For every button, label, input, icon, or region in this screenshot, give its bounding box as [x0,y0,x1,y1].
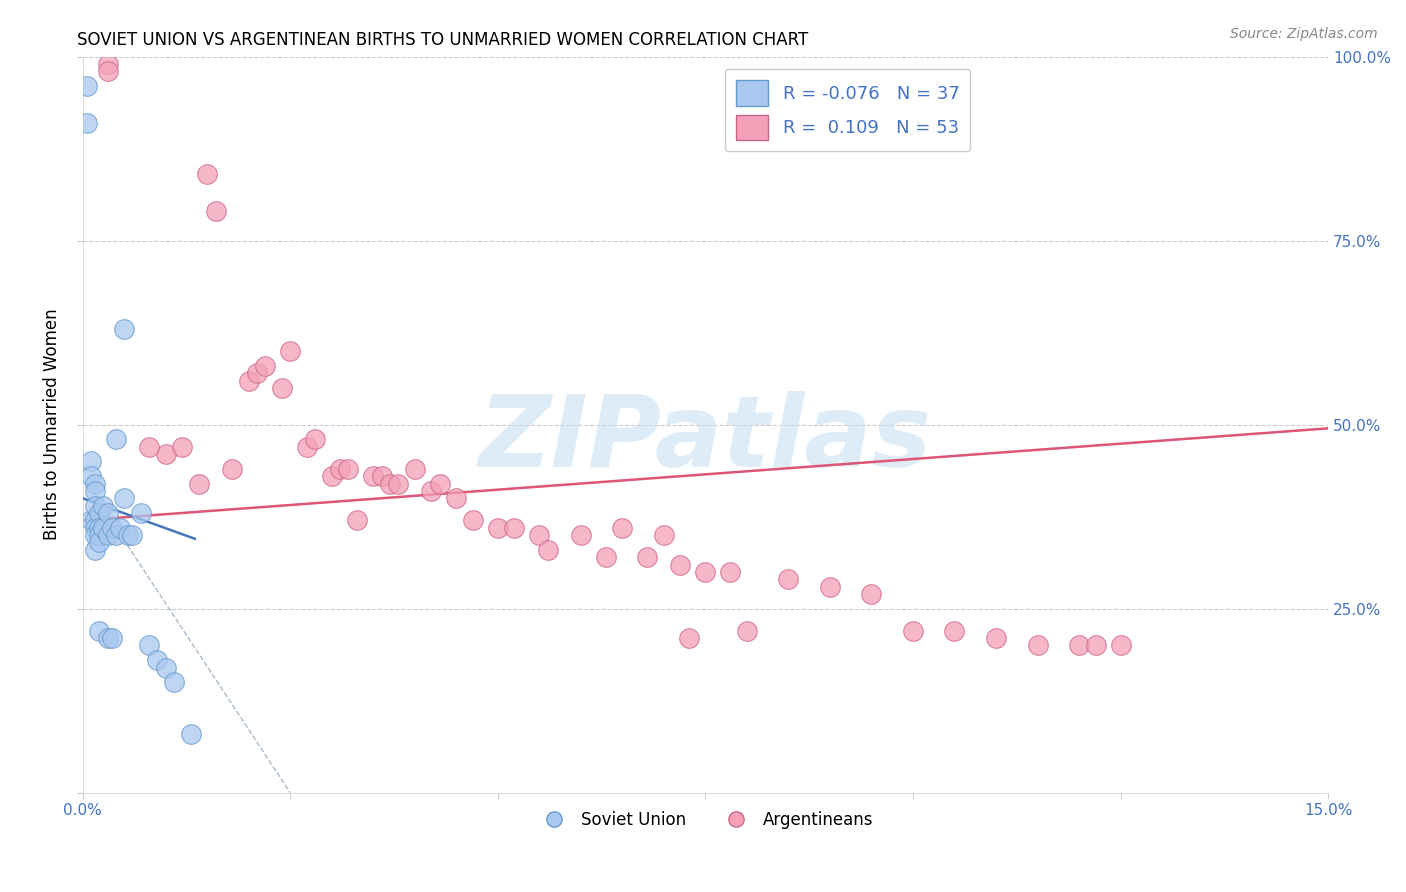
Point [1067,639,1090,653]
Point [138,639,160,653]
Point [636,550,658,565]
Point [80,469,103,483]
Point [96,64,118,78]
Point [129,506,152,520]
Point [155,660,177,674]
Point [304,433,326,447]
Point [652,528,675,542]
Point [93,499,115,513]
Point [361,469,384,483]
Point [486,521,509,535]
Point [89,535,111,549]
Point [387,476,409,491]
Point [378,476,401,491]
Point [155,447,177,461]
Point [221,462,243,476]
Point [195,168,218,182]
Text: ZIPatlas: ZIPatlas [479,391,932,488]
Point [104,433,127,447]
Point [254,359,277,373]
Point [569,528,592,542]
Point [901,624,924,638]
Point [778,572,800,586]
Point [138,440,160,454]
Point [420,483,443,498]
Point [595,550,617,565]
Point [536,542,558,557]
Point [100,631,122,645]
Point [329,462,352,476]
Point [187,476,209,491]
Point [96,631,118,645]
Point [84,521,107,535]
Point [96,506,118,520]
Point [818,580,841,594]
Point [96,528,118,542]
Point [84,476,107,491]
Point [337,462,360,476]
Point [678,631,700,645]
Point [238,374,260,388]
Point [204,204,226,219]
Legend: Soviet Union, Argentineans: Soviet Union, Argentineans [531,805,880,836]
Point [321,469,343,483]
Point [295,440,318,454]
Point [278,344,301,359]
Point [984,631,1007,645]
Text: Source: ZipAtlas.com: Source: ZipAtlas.com [1230,27,1378,41]
Point [112,322,135,336]
Point [404,462,426,476]
Point [84,528,107,542]
Point [1109,639,1132,653]
Point [429,476,451,491]
Point [93,521,115,535]
Point [112,491,135,506]
Point [84,499,107,513]
Point [718,565,741,579]
Point [529,528,551,542]
Text: SOVIET UNION VS ARGENTINEAN BIRTHS TO UNMARRIED WOMEN CORRELATION CHART: SOVIET UNION VS ARGENTINEAN BIRTHS TO UN… [77,31,808,49]
Point [84,483,107,498]
Point [121,528,143,542]
Point [461,513,484,527]
Point [503,521,526,535]
Point [108,521,131,535]
Point [100,521,122,535]
Point [1084,639,1107,653]
Point [612,521,634,535]
Point [346,513,368,527]
Point [96,57,118,71]
Point [84,513,107,527]
Point [163,675,186,690]
Point [943,624,966,638]
Point [860,587,883,601]
Point [246,366,269,380]
Point [172,440,194,454]
Point [446,491,468,506]
Point [104,528,127,542]
Point [146,653,169,667]
Point [180,727,202,741]
Point [370,469,392,483]
Point [76,79,98,94]
Point [1026,639,1049,653]
Point [89,521,111,535]
Point [735,624,758,638]
Point [117,528,139,542]
Point [669,558,692,572]
Point [271,381,294,395]
Point [76,116,98,130]
Point [80,513,103,527]
Point [695,565,717,579]
Point [84,542,107,557]
Point [80,454,103,468]
Y-axis label: Births to Unmarried Women: Births to Unmarried Women [44,309,60,541]
Point [89,506,111,520]
Point [89,624,111,638]
Point [89,528,111,542]
